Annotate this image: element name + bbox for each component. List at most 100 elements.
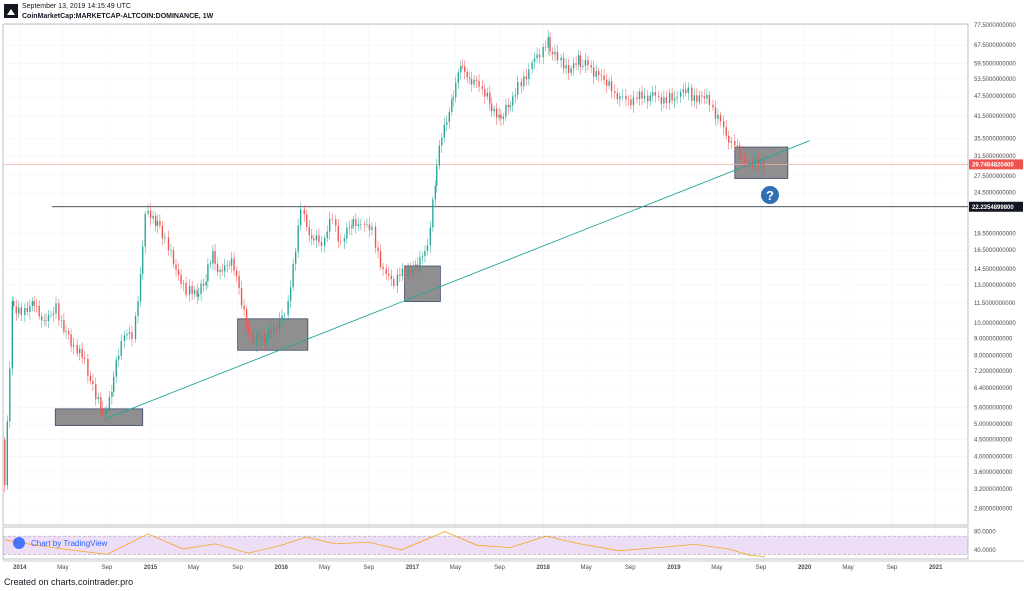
candle-body [424,250,426,257]
candle-body [579,55,582,67]
x-tick-label: 2014 [13,565,27,571]
candle-body [638,91,641,100]
candle-body [455,83,457,98]
candle-body [200,283,202,295]
candle-body [142,246,144,274]
y-tick-label: 5.6000000000 [974,406,1013,412]
x-tick-label: 2015 [144,565,158,571]
candle-body [33,301,35,306]
trendline-layer [106,140,810,419]
candle-body [498,114,500,118]
candle-body [35,305,38,307]
candle-body [164,237,166,239]
candle-body [542,46,544,58]
candle-body [393,279,395,286]
rsi-pane-border [2,526,969,560]
candle-body [281,315,283,320]
candle-body [584,60,587,66]
candle-body [533,58,536,63]
candle-body [24,308,26,315]
candle-body [587,60,589,66]
candle-body [448,111,451,123]
candle-body [643,95,646,99]
x-tick-label: Sep [494,565,505,571]
candle-body [292,263,294,288]
y-tick-label: 8.0000000000 [974,354,1013,360]
candle-body [219,270,221,272]
candle-body [6,421,8,486]
candle-body [38,305,40,317]
candle-body [120,341,122,356]
rsi-tick-label: 80.0000 [974,530,996,536]
candle-body [58,303,60,321]
y-tick-label: 24.5000000000 [974,191,1016,197]
candle-body [63,319,65,332]
candle-body [202,283,205,286]
candle-body [377,247,379,252]
candle-body [673,98,676,101]
candle-body [283,315,286,316]
y-tick-label: 9.0000000000 [974,336,1013,342]
candle-body [538,54,541,58]
candle-body [112,376,115,393]
candle-body [754,158,756,168]
candle-body [287,300,289,316]
candle-body [18,307,20,314]
candle-body [595,71,597,77]
candle-body [409,269,412,273]
candle-body [226,264,228,266]
candle-body [723,121,725,128]
candle-body [493,108,495,112]
y-tick-label: 53.5000000000 [974,77,1016,83]
candle-body [352,219,355,226]
candle-body [335,219,337,226]
candle-body [13,300,15,307]
rsi-line [4,531,766,558]
y-tick-label: 4.5000000000 [974,437,1013,443]
candle-body [625,95,627,100]
candle-body [81,348,83,358]
candle-body [619,96,621,100]
candle-body [134,315,137,340]
candle-body [9,368,11,422]
x-tick-label: 2019 [667,565,681,571]
candle-body [366,224,368,226]
candle-body [205,281,207,286]
candle-body [29,306,31,313]
candle-body [265,338,267,344]
candle-body [762,160,765,169]
candle-body [289,287,292,301]
candle-body [475,79,478,81]
candle-body [693,95,696,101]
candle-body [701,95,703,97]
candle-body [663,97,665,104]
y-tick-label: 10.0000000000 [974,321,1016,327]
candle-body [357,224,360,227]
price-series [4,30,765,493]
question-mark-text: ? [766,188,774,203]
y-tick-label: 3.6000000000 [974,470,1013,476]
candle-body [500,114,502,119]
candle-body [486,92,488,97]
x-tick-label: May [711,565,722,571]
grid [3,24,968,559]
y-tick-label: 18.5000000000 [974,232,1016,238]
candle-body [15,306,17,314]
candle-body [572,63,575,69]
candle-body [523,76,525,87]
x-tick-label: May [450,565,461,571]
candle-body [495,108,498,118]
candle-body [65,331,67,332]
candle-body [191,286,193,294]
candle-body [676,96,678,99]
y-tick-label: 5.0000000000 [974,422,1013,428]
rsi-band [3,536,968,555]
candle-body [649,95,651,102]
y-tick-label: 27.5000000000 [974,174,1016,180]
candle-body [104,413,106,415]
candle-body [446,122,448,125]
candle-body [188,286,191,295]
candle-body [238,275,240,288]
candle-body [660,97,663,104]
